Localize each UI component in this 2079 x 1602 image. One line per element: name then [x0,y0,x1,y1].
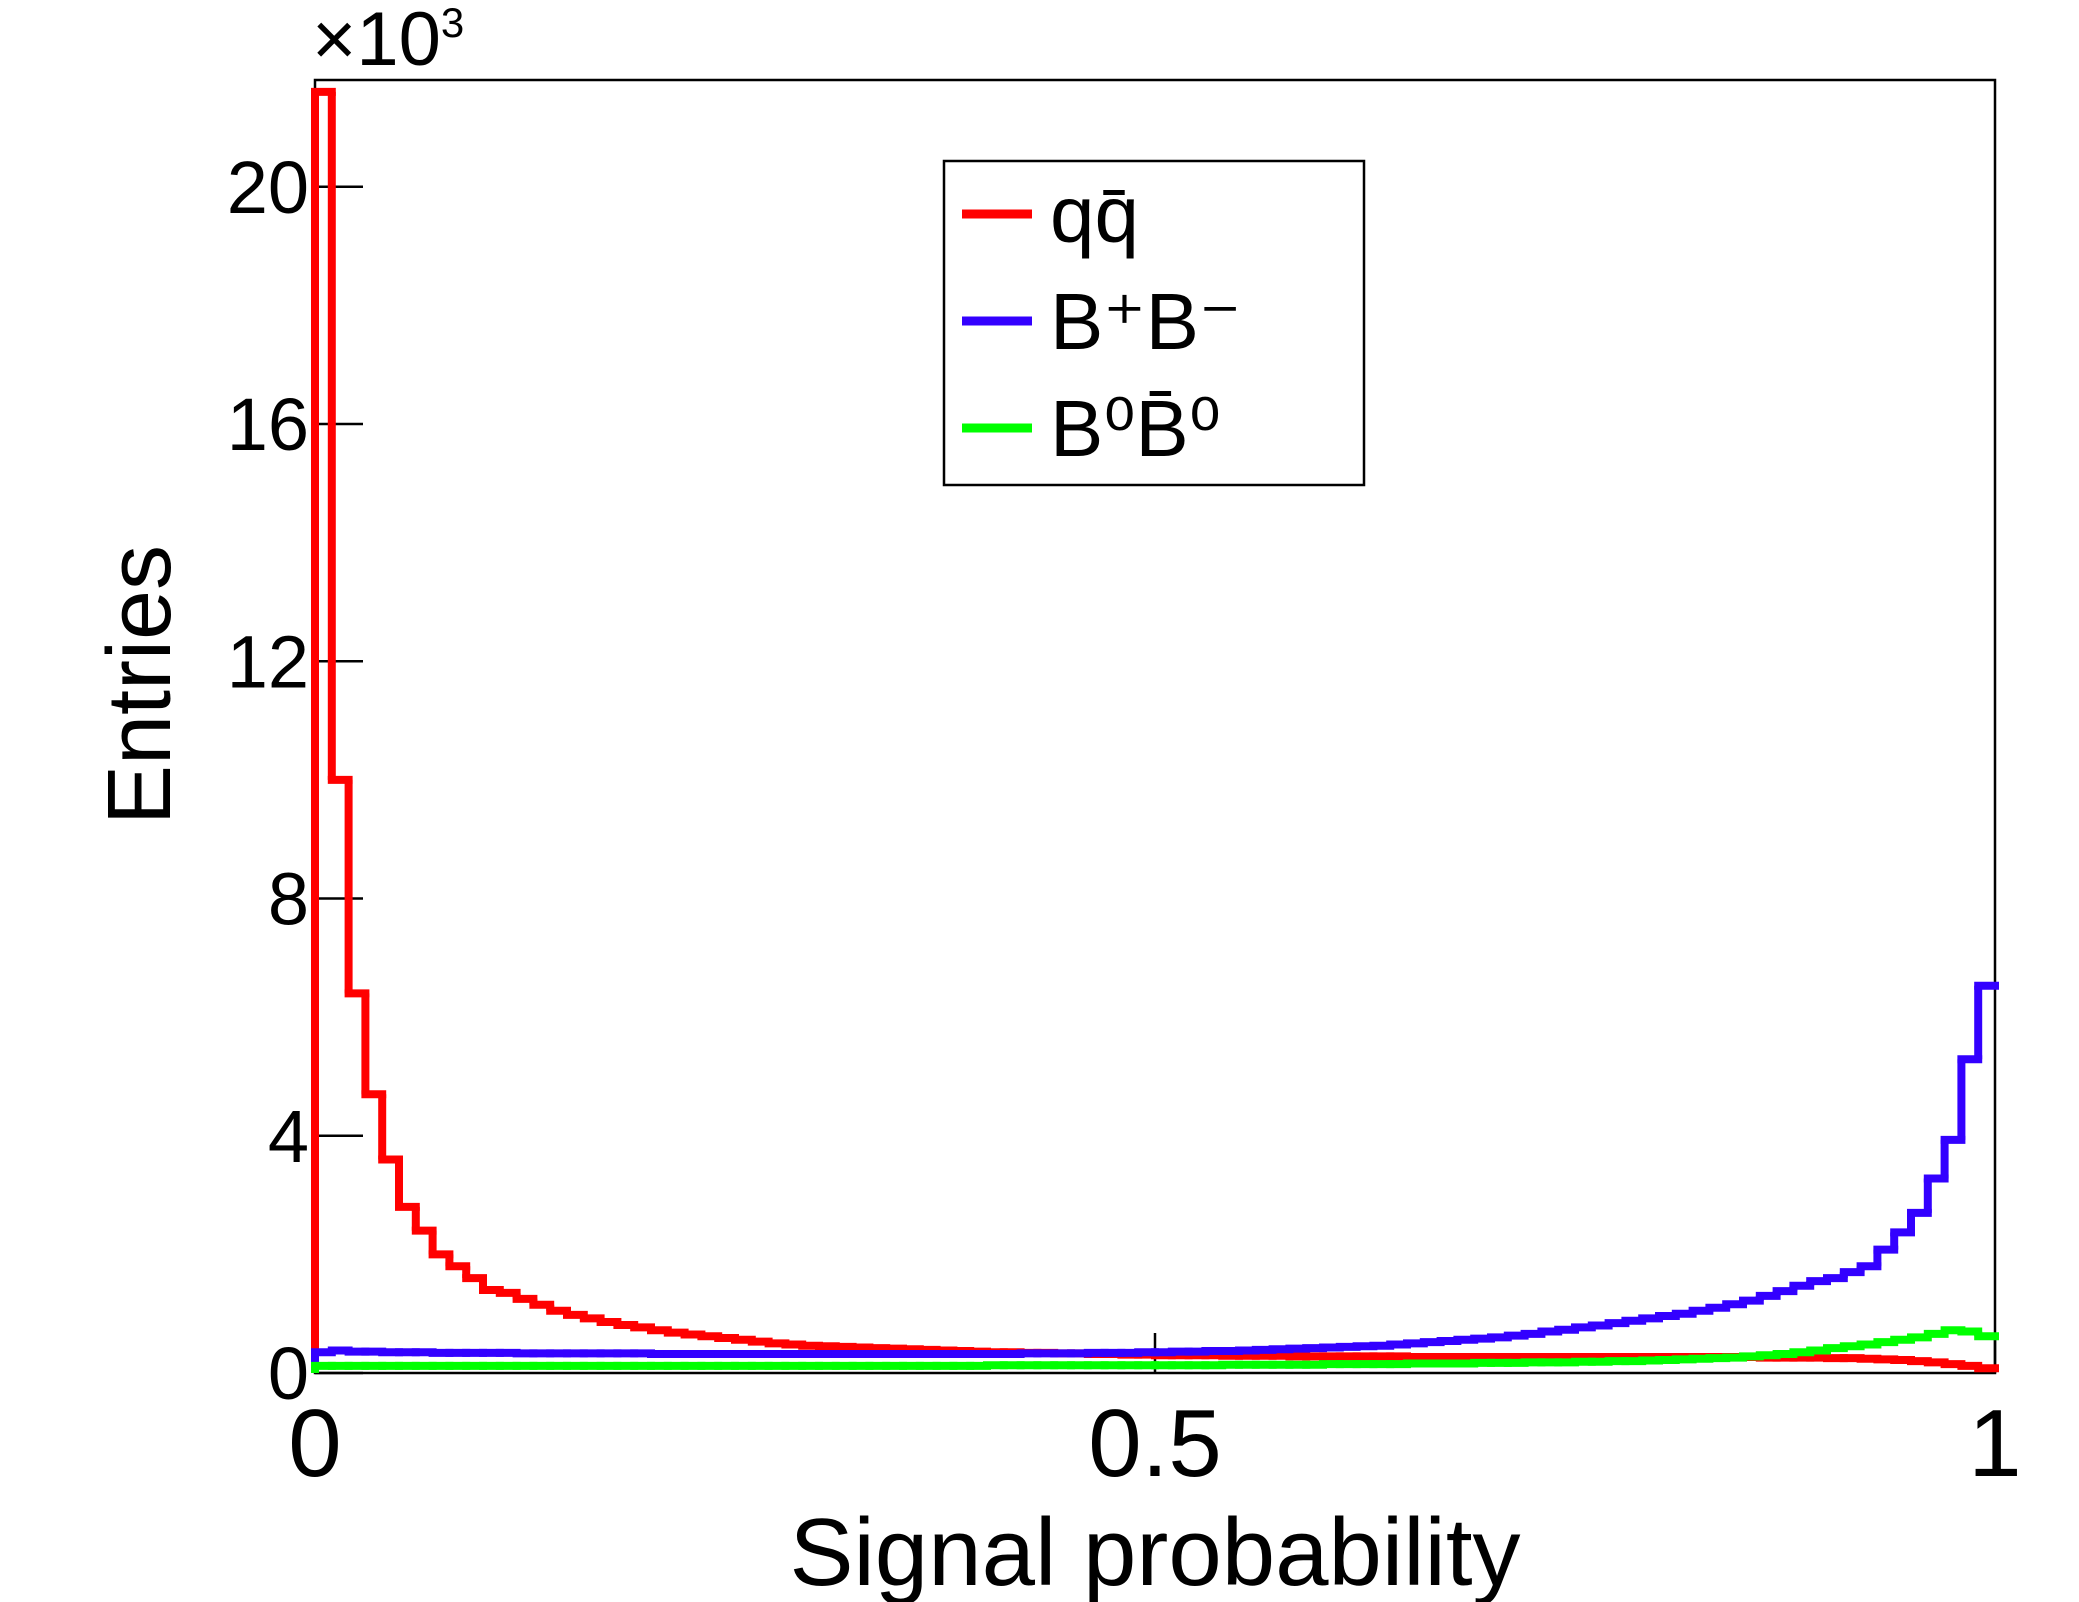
y-multiplier: ×103 [312,0,464,82]
y-multiplier-base: ×10 [312,0,441,82]
legend-label: B⁺B⁻ [1050,277,1241,366]
x-tick-label: 0.5 [1088,1390,1221,1497]
y-tick-label: 16 [227,383,309,466]
y-tick-label: 20 [227,146,309,229]
y-tick-label: 12 [227,620,309,703]
y-tick-label: 4 [268,1095,309,1178]
x-tick-label: 1 [1968,1390,2021,1497]
x-axis-title: Signal probability [789,1499,1520,1602]
y-multiplier-exponent: 3 [441,0,464,46]
legend-label: qq̄ [1050,170,1139,259]
x-tick-label: 0 [288,1390,341,1497]
y-tick-label: 8 [268,858,309,941]
y-tick-label: 0 [268,1332,309,1415]
legend-label: B⁰B̄⁰ [1050,384,1221,473]
y-axis-title: Entries [90,545,190,825]
